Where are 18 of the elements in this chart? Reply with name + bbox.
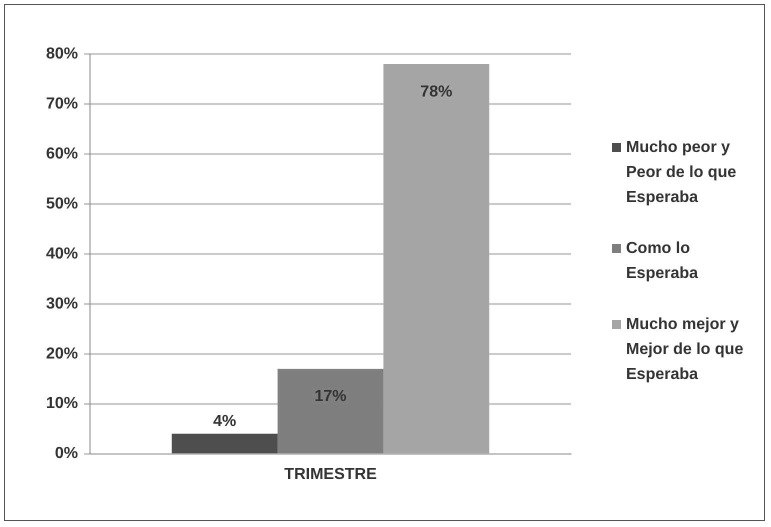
y-tick-label: 80%	[46, 45, 78, 62]
y-tick-label: 20%	[46, 345, 78, 362]
legend-label: Como lo Esperaba	[626, 239, 700, 284]
y-tick-label: 70%	[46, 95, 78, 112]
y-tick-label: 50%	[46, 195, 78, 212]
y-tick-label: 30%	[46, 295, 78, 312]
data-label: 4%	[213, 413, 236, 430]
bar	[383, 64, 490, 454]
y-tick-label: 10%	[46, 395, 78, 412]
y-tick-label: 0%	[54, 445, 78, 462]
bar	[172, 434, 278, 454]
y-tick-label: 60%	[46, 145, 78, 162]
legend-label: Mucho mejor y Mejor de lo que Esperaba	[626, 315, 744, 385]
data-label: 17%	[314, 388, 347, 406]
y-tick-label: 40%	[46, 245, 78, 262]
x-tick-label: TRIMESTRE	[284, 466, 378, 483]
data-label: 78%	[420, 83, 452, 100]
legend-label: Mucho peor y Peor de lo que Esperaba	[626, 138, 738, 208]
